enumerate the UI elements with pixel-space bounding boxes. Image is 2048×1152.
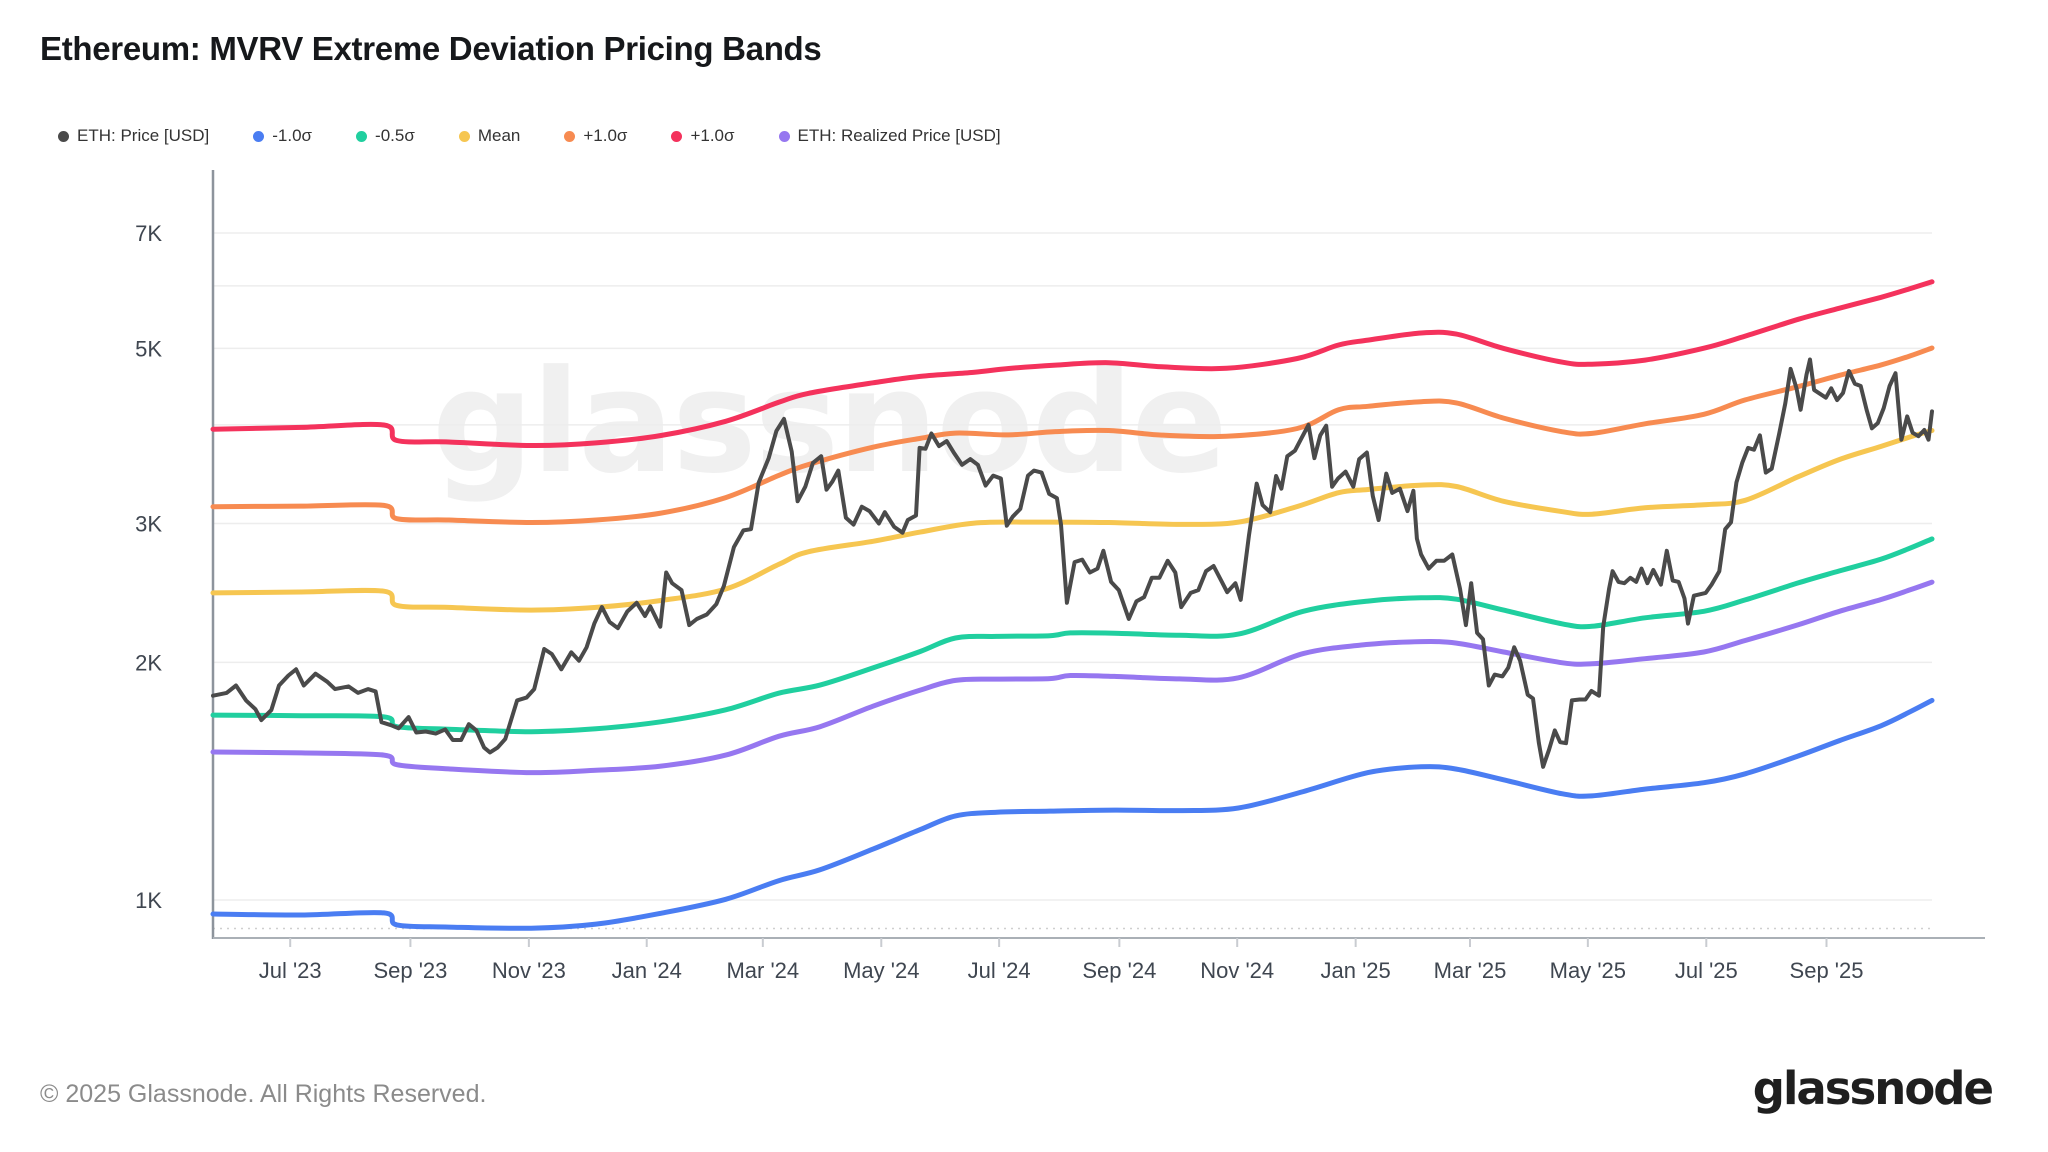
y-axis-label-1K: 1K [135, 888, 162, 913]
x-axis-label: Jul '23 [259, 958, 322, 983]
legend-dot-icon [458, 130, 470, 142]
y-axis-label-7K: 7K [135, 221, 162, 246]
legend-item-label: +1.0σ [690, 126, 735, 145]
legend-item-5[interactable]: +1.0σ [671, 126, 735, 146]
series-eth-realized-price-usd- [210, 579, 1935, 776]
x-axis-label: Jul '25 [1675, 958, 1738, 983]
series-+1.0- [210, 345, 1935, 525]
legend-item-label: -1.0σ [272, 126, 313, 145]
legend-item-label: -0.5σ [375, 126, 415, 145]
series-+1.0-upper- [210, 279, 1935, 449]
legend-dot-icon [564, 130, 576, 142]
series--0.5- [210, 536, 1935, 735]
x-axis-label: Nov '23 [492, 958, 566, 983]
series-mean [210, 428, 1935, 613]
glassnode-logo: glassnode [1752, 1062, 1994, 1115]
series-eth-price-usd- [211, 357, 1934, 769]
copyright-text: © 2025 Glassnode. All Rights Reserved. [40, 1080, 487, 1108]
x-axis-label: Sep '25 [1790, 958, 1864, 983]
chart-legend: ETH: Price [USD] -1.0σ -0.5σ Mean +1.0σ +1.0σ… [58, 126, 1001, 146]
legend-item-label: +1.0σ [583, 126, 628, 145]
legend-item-label: Mean [477, 126, 521, 145]
x-axis-label: Sep '23 [373, 958, 447, 983]
legend-item-6[interactable]: ETH: Realized Price [USD] [778, 126, 1001, 146]
y-axis-label-3K: 3K [135, 511, 162, 536]
x-axis-label: Jan '25 [1321, 958, 1391, 983]
x-axis-label: Jul '24 [968, 958, 1031, 983]
x-axis-label: May '24 [843, 958, 919, 983]
legend-item-2[interactable]: -0.5σ [356, 126, 415, 146]
legend-dot-icon [356, 130, 368, 142]
x-axis-label: Mar '24 [726, 958, 799, 983]
legend-item-label: ETH: Price [USD] [77, 126, 210, 145]
legend-item-1[interactable]: -1.0σ [253, 126, 312, 146]
y-axis-label-5K: 5K [135, 336, 162, 361]
legend-dot-icon [671, 130, 683, 142]
legend-dot-icon [253, 130, 265, 142]
y-axis-label-2K: 2K [135, 650, 162, 675]
x-axis-label: Nov '24 [1200, 958, 1274, 983]
glassnode-watermark: glassnode [432, 340, 1228, 505]
legend-item-label: ETH: Realized Price [USD] [797, 126, 1001, 145]
legend-item-0[interactable]: ETH: Price [USD] [58, 126, 209, 146]
x-axis-label: Mar '25 [1434, 958, 1507, 983]
page-title: Ethereum: MVRV Extreme Deviation Pricing… [40, 30, 822, 67]
x-axis-label: Sep '24 [1082, 958, 1156, 983]
series--1.0- [210, 697, 1935, 931]
legend-item-3[interactable]: Mean [458, 126, 521, 146]
x-axis-label: Jan '24 [612, 958, 682, 983]
legend-dot-icon [58, 130, 69, 142]
legend-item-4[interactable]: +1.0σ [564, 126, 627, 146]
x-axis-label: May '25 [1550, 958, 1626, 983]
legend-dot-icon [778, 130, 790, 142]
